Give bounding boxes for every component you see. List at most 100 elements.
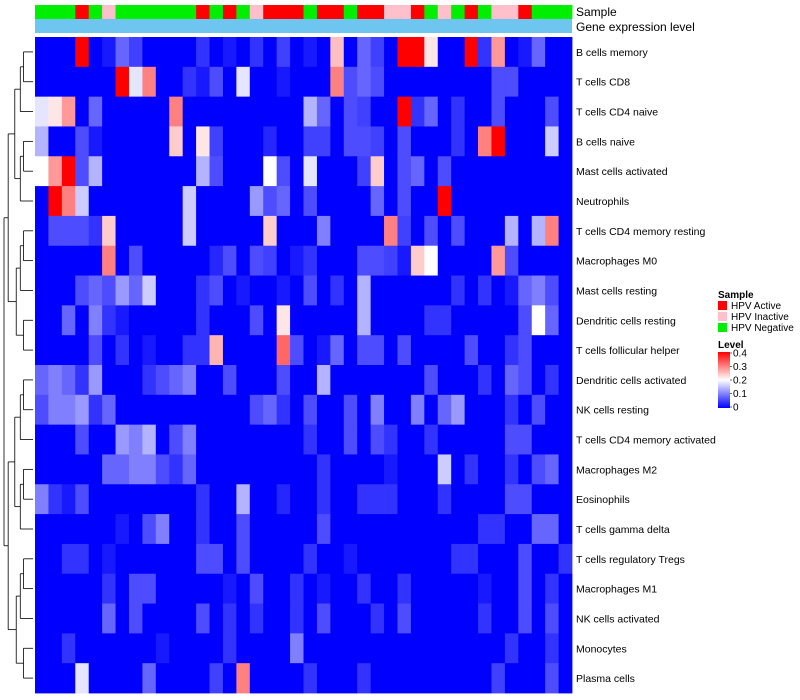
heatmap-cell [424, 454, 439, 485]
heatmap-cell [249, 305, 264, 336]
heatmap-cell [558, 215, 573, 247]
heatmap-cell [209, 305, 224, 336]
heatmap-cell [504, 275, 519, 306]
heatmap-cell [410, 633, 425, 664]
heatmap-cell [75, 484, 90, 515]
heatmap-cell [249, 66, 264, 98]
heatmap-cell [464, 305, 479, 336]
heatmap-cell [88, 66, 103, 98]
heatmap-cell [410, 394, 425, 426]
heatmap-cell [169, 186, 184, 217]
heatmap-cell [182, 543, 197, 575]
heatmap-cell [478, 215, 492, 247]
heatmap-cell [478, 305, 492, 336]
heatmap-cell [370, 245, 385, 276]
heatmap-cell [196, 245, 210, 276]
heatmap-cell [276, 186, 291, 217]
heatmap-cell [545, 573, 559, 604]
heatmap-cell [155, 186, 170, 217]
heatmap-cell [370, 305, 385, 336]
heatmap-cell [518, 186, 533, 217]
heatmap-cell [424, 215, 439, 247]
heatmap-cell [249, 245, 264, 276]
heatmap-cell [182, 126, 197, 157]
heatmap-cell [115, 424, 130, 455]
heatmap-cell [88, 603, 103, 634]
heatmap-cell [370, 275, 385, 306]
row-label: Macrophages M2 [576, 464, 657, 476]
heatmap-cell [303, 663, 318, 694]
heatmap-cell [330, 484, 345, 515]
heatmap-cell [155, 96, 170, 127]
heatmap-cell [491, 186, 506, 217]
heatmap-cell [61, 454, 76, 485]
level-tick-label: 0 [733, 403, 739, 414]
heatmap-cell [128, 245, 143, 276]
heatmap-cell [303, 66, 318, 98]
heatmap-cell [437, 37, 452, 68]
heatmap-cell [357, 573, 372, 604]
heatmap-cell [169, 37, 184, 68]
heatmap-cell [102, 96, 116, 127]
heatmap-cell [35, 633, 49, 664]
heatmap-cell [61, 186, 76, 217]
heatmap-cell [397, 156, 412, 187]
row-label: NK cells resting [576, 405, 649, 417]
heatmap-cell [196, 424, 210, 455]
heatmap-cell [182, 454, 197, 485]
heatmap-cell [48, 245, 63, 276]
heatmap-cell [478, 633, 492, 664]
heatmap-cell [545, 424, 559, 455]
row-label: Macrophages M1 [576, 584, 657, 596]
heatmap-cell [518, 245, 533, 276]
level-tick-label: 0.1 [733, 389, 747, 400]
heatmap-cell [155, 37, 170, 68]
heatmap-cell [263, 305, 278, 336]
heatmap-cell [128, 275, 143, 306]
heatmap-cell [48, 215, 63, 247]
heatmap-cell [370, 663, 385, 694]
heatmap-cell [263, 633, 278, 664]
heatmap-cell [303, 514, 318, 545]
heatmap-cell [196, 66, 210, 98]
heatmap-cell [236, 573, 251, 604]
heatmap-cell [115, 186, 130, 217]
heatmap-cell [478, 96, 492, 127]
heatmap-cell [75, 663, 90, 694]
heatmap-cell [115, 126, 130, 157]
heatmap-cell [276, 365, 291, 396]
heatmap-cell [451, 66, 466, 98]
heatmap-cell [155, 633, 170, 664]
heatmap-cell [263, 96, 278, 127]
heatmap-cell [478, 126, 492, 157]
heatmap-cell [222, 335, 237, 366]
heatmap-cell [128, 156, 143, 187]
heatmap-cell [303, 573, 318, 604]
heatmap-cell [61, 156, 76, 187]
heatmap-cell [222, 37, 237, 68]
heatmap-cell [531, 245, 546, 276]
heatmap-cell [357, 305, 372, 336]
heatmap-cell [384, 275, 398, 306]
heatmap-cell [451, 335, 466, 366]
sample-cell [209, 5, 224, 19]
heatmap-cell [397, 663, 412, 694]
heatmap-cell [410, 245, 425, 276]
heatmap-cell [518, 484, 533, 515]
heatmap-cell [357, 663, 372, 694]
heatmap-cell [397, 335, 412, 366]
heatmap-cell [491, 394, 506, 426]
heatmap-cell [142, 454, 157, 485]
heatmap-cell [222, 394, 237, 426]
heatmap-cell [384, 603, 398, 634]
heatmap-cell [75, 305, 90, 336]
heatmap-cell [384, 663, 398, 694]
heatmap-cell [196, 335, 210, 366]
heatmap-cell [236, 305, 251, 336]
heatmap-cell [115, 275, 130, 306]
heatmap-cell [115, 156, 130, 187]
heatmap-cell [128, 305, 143, 336]
heatmap-cell [316, 543, 331, 575]
heatmap-cell [478, 424, 492, 455]
heatmap-cell [464, 484, 479, 515]
